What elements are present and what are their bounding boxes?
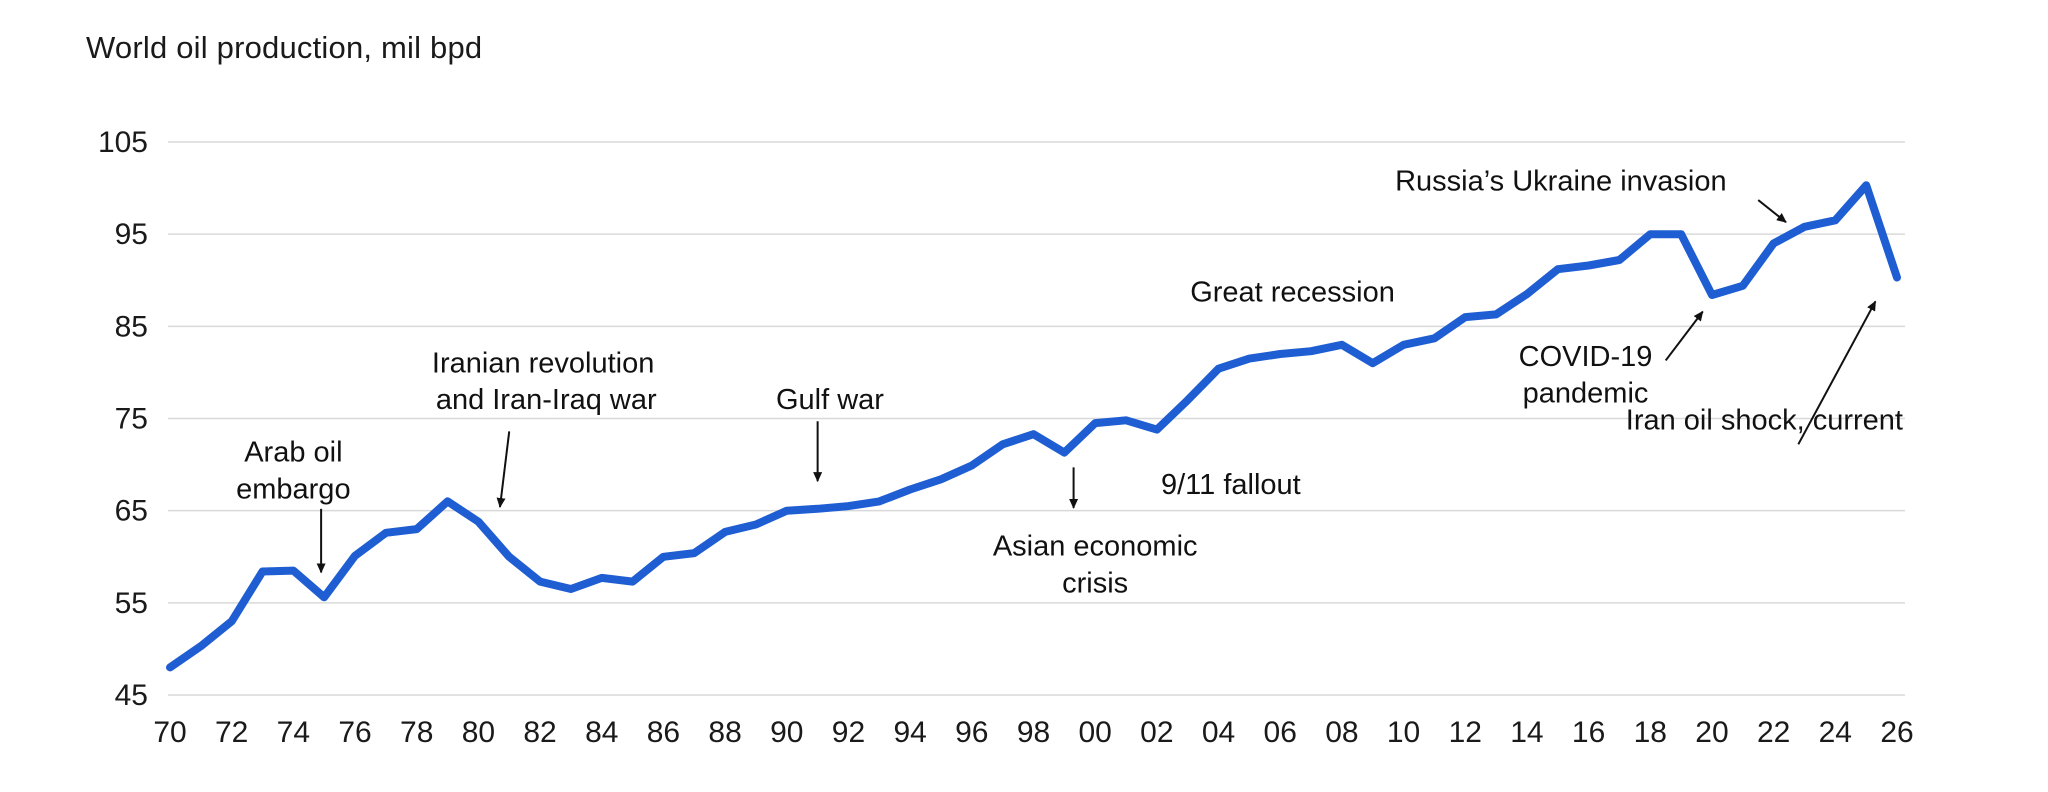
x-tick-label: 88 xyxy=(708,716,741,749)
annotation-arrow-covid-19-pandemic xyxy=(1664,310,1704,362)
annotation-label-iranian-revolution-iran-iraq-war-line1: Iranian revolution xyxy=(432,347,654,379)
x-tick-label: 06 xyxy=(1264,716,1297,749)
x-tick-label: 18 xyxy=(1634,716,1667,749)
x-tick-label: 10 xyxy=(1387,716,1420,749)
x-tick-label: 98 xyxy=(1017,716,1050,749)
x-tick-label: 76 xyxy=(338,716,371,749)
annotation-label-asian-economic-crisis-line1: Asian economic xyxy=(993,531,1198,563)
x-tick-label: 74 xyxy=(277,716,310,749)
annotation-label-covid-19-pandemic-line1: COVID-19 xyxy=(1519,341,1653,373)
x-tick-label: 02 xyxy=(1140,716,1173,749)
chart-title: World oil production, mil bpd xyxy=(86,30,483,65)
x-tick-label: 90 xyxy=(770,716,803,749)
y-tick-label: 85 xyxy=(115,310,148,343)
x-tick-label: 22 xyxy=(1757,716,1790,749)
x-tick-label: 86 xyxy=(647,716,680,749)
x-tick-label: 80 xyxy=(462,716,495,749)
annotation-label-nine-eleven-fallout: 9/11 fallout xyxy=(1161,469,1301,501)
y-tick-label: 75 xyxy=(115,403,148,436)
x-tick-label: 82 xyxy=(523,716,556,749)
y-tick-label: 105 xyxy=(98,126,148,159)
x-tick-label: 04 xyxy=(1202,716,1235,749)
annotation-arrow-iran-oil-shock-current xyxy=(1797,300,1877,445)
oil-production-line xyxy=(166,181,1901,672)
x-tick-label: 70 xyxy=(153,716,186,749)
x-tick-label: 00 xyxy=(1078,716,1111,749)
x-tick-label: 72 xyxy=(215,716,248,749)
x-tick-label: 20 xyxy=(1695,716,1728,749)
x-tick-label: 94 xyxy=(893,716,926,749)
annotation-label-arab-oil-embargo-line2: embargo xyxy=(236,474,350,506)
annotation-label-iranian-revolution-iran-iraq-war-line2: and Iran-Iraq war xyxy=(436,384,657,416)
annotation-arrow-iranian-revolution-iran-iraq-war xyxy=(496,431,511,508)
annotation-label-gulf-war: Gulf war xyxy=(776,384,884,416)
x-tick-label: 26 xyxy=(1880,716,1913,749)
x-tick-label: 24 xyxy=(1819,716,1852,749)
annotation-label-covid-19-pandemic-line2: pandemic xyxy=(1523,378,1649,410)
annotation-label-asian-economic-crisis-line2: crisis xyxy=(1062,568,1128,600)
x-tick-label: 96 xyxy=(955,716,988,749)
annotation-label-great-recession: Great recession xyxy=(1190,276,1395,308)
annotation-label-arab-oil-embargo-line1: Arab oil xyxy=(244,437,342,469)
x-tick-label: 14 xyxy=(1510,716,1543,749)
x-tick-label: 92 xyxy=(832,716,865,749)
x-tick-label: 08 xyxy=(1325,716,1358,749)
y-tick-label: 55 xyxy=(115,587,148,620)
x-tick-label: 16 xyxy=(1572,716,1605,749)
annotation-arrow-russia-ukraine-invasion xyxy=(1757,199,1787,223)
x-tick-label: 78 xyxy=(400,716,433,749)
annotation-label-russia-ukraine-invasion: Russia’s Ukraine invasion xyxy=(1395,166,1727,198)
y-tick-label: 95 xyxy=(115,218,148,251)
x-tick-label: 12 xyxy=(1449,716,1482,749)
annotation-label-iran-oil-shock-current: Iran oil shock, current xyxy=(1626,404,1903,436)
y-tick-label: 45 xyxy=(115,679,148,712)
y-tick-label: 65 xyxy=(115,495,148,528)
x-tick-label: 84 xyxy=(585,716,618,749)
